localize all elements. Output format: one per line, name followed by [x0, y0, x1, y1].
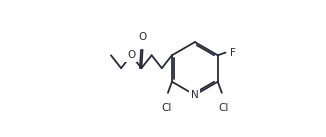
Text: Cl: Cl	[161, 103, 172, 113]
Text: N: N	[191, 90, 199, 100]
Text: F: F	[230, 48, 235, 58]
Text: O: O	[127, 50, 135, 60]
Text: Cl: Cl	[218, 103, 229, 113]
Text: O: O	[139, 32, 147, 42]
